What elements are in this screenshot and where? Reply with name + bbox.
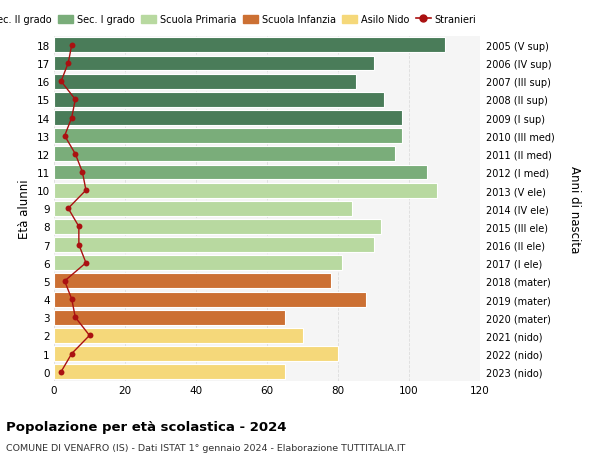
Bar — [54, 183, 437, 198]
Y-axis label: Età alunni: Età alunni — [18, 179, 31, 239]
Bar — [54, 274, 331, 289]
Bar — [54, 56, 373, 71]
Bar — [54, 202, 352, 216]
Point — [71, 151, 80, 158]
Point — [67, 350, 77, 358]
Bar — [54, 347, 338, 361]
Text: COMUNE DI VENAFRO (IS) - Dati ISTAT 1° gennaio 2024 - Elaborazione TUTTITALIA.IT: COMUNE DI VENAFRO (IS) - Dati ISTAT 1° g… — [6, 443, 406, 452]
Point — [64, 205, 73, 213]
Bar — [54, 292, 367, 307]
Bar — [54, 165, 427, 180]
Point — [81, 259, 91, 267]
Point — [64, 60, 73, 67]
Text: Popolazione per età scolastica - 2024: Popolazione per età scolastica - 2024 — [6, 420, 287, 433]
Bar — [54, 39, 445, 53]
Bar — [54, 310, 285, 325]
Bar — [54, 256, 341, 271]
Point — [56, 78, 66, 86]
Legend: Sec. II grado, Sec. I grado, Scuola Primaria, Scuola Infanzia, Asilo Nido, Stran: Sec. II grado, Sec. I grado, Scuola Prim… — [0, 15, 476, 25]
Bar — [54, 147, 395, 162]
Point — [74, 223, 83, 230]
Bar — [54, 364, 285, 379]
Point — [56, 368, 66, 375]
Point — [85, 332, 94, 339]
Point — [60, 133, 70, 140]
Point — [77, 169, 87, 176]
Bar — [54, 111, 402, 126]
Y-axis label: Anni di nascita: Anni di nascita — [568, 165, 581, 252]
Point — [60, 278, 70, 285]
Point — [67, 296, 77, 303]
Bar — [54, 93, 384, 107]
Bar — [54, 238, 373, 252]
Point — [81, 187, 91, 195]
Bar — [54, 74, 356, 90]
Bar — [54, 129, 402, 144]
Point — [74, 241, 83, 249]
Bar — [54, 219, 380, 235]
Point — [71, 314, 80, 321]
Point — [71, 96, 80, 104]
Bar — [54, 328, 302, 343]
Point — [67, 42, 77, 50]
Point — [67, 115, 77, 122]
